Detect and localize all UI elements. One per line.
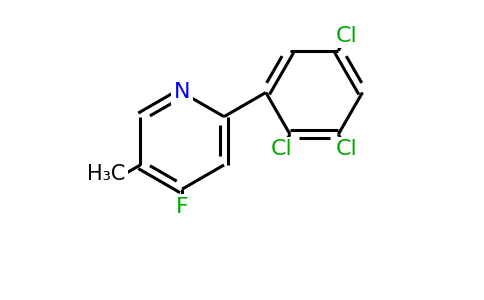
Text: F: F xyxy=(176,196,189,217)
Text: Cl: Cl xyxy=(271,140,292,160)
Text: N: N xyxy=(174,82,190,103)
Text: Cl: Cl xyxy=(336,26,358,46)
Text: Cl: Cl xyxy=(336,140,358,160)
Text: H₃C: H₃C xyxy=(87,164,125,184)
